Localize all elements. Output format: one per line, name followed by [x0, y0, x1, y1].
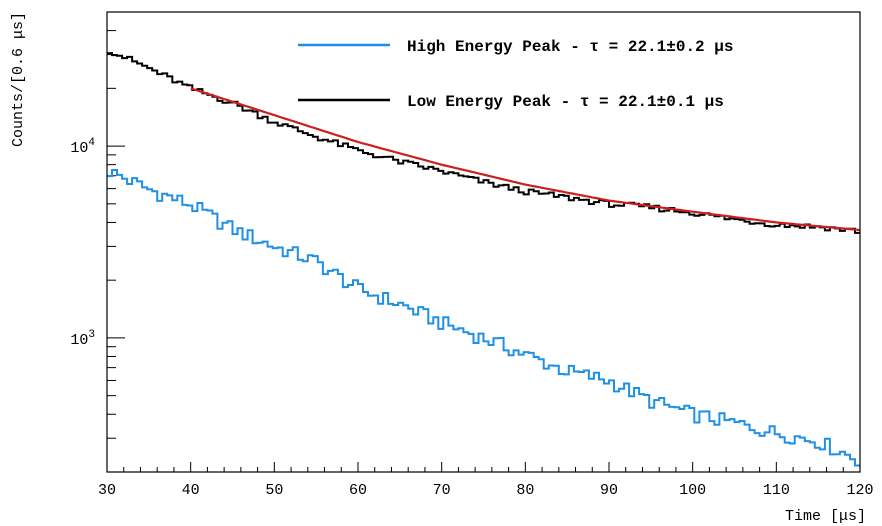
- plot-frame: [106, 11, 861, 473]
- x-tick-label: 60: [349, 482, 367, 499]
- legend: High Energy Peak - τ = 22.1±0.2 μs Low E…: [298, 38, 733, 111]
- x-axis-label: Time [μs]: [785, 508, 866, 525]
- series-layer: [107, 52, 861, 467]
- x-tick-label: 40: [182, 482, 200, 499]
- legend-label-low-energy: Low Energy Peak - τ = 22.1±0.1 μs: [407, 93, 724, 111]
- y-tick-exponent: 3: [88, 329, 95, 341]
- x-tick-label: 70: [433, 482, 451, 499]
- x-tick-label: 90: [600, 482, 618, 499]
- y-tick-exponent: 4: [88, 137, 95, 149]
- y-axis-label: Counts/[0.6 μs]: [10, 12, 27, 147]
- x-tick-label: 50: [265, 482, 283, 499]
- fit-curve: [190, 87, 861, 232]
- high-energy-series: [107, 169, 860, 467]
- x-tick-label: 80: [516, 482, 534, 499]
- x-tick-label: 110: [763, 482, 790, 499]
- x-tick-label: 120: [846, 482, 873, 499]
- legend-label-high-energy: High Energy Peak - τ = 22.1±0.2 μs: [407, 38, 733, 56]
- x-tick-label: 30: [98, 482, 116, 499]
- x-tick-label: 100: [679, 482, 706, 499]
